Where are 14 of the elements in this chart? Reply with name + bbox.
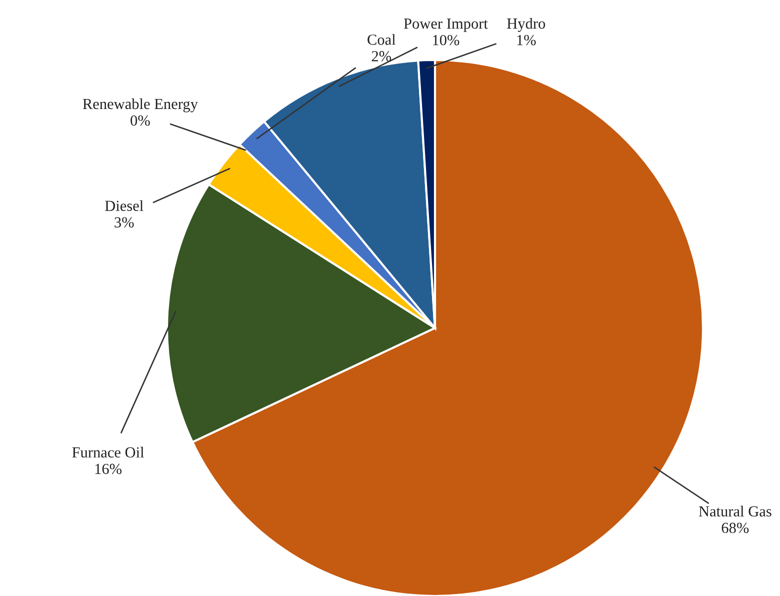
category-label: Renewable Energy	[82, 98, 198, 112]
slice-label: Furnace Oil	[72, 446, 144, 458]
slice-label: Natural Gas	[698, 506, 772, 517]
data-label: 1%	[517, 34, 536, 46]
text: 0%	[130, 115, 150, 126]
data-label: 2%	[372, 51, 392, 62]
data-label: 68%	[722, 522, 749, 534]
data-label: 16%	[95, 464, 122, 474]
slice-label: Power Import	[404, 18, 488, 32]
slice-label: Coal	[368, 34, 396, 45]
slice-label: Hydro	[507, 18, 546, 32]
data-label: 3%	[114, 217, 134, 228]
data-label: 10%	[433, 34, 460, 46]
slice-label: Diesel	[105, 200, 144, 211]
